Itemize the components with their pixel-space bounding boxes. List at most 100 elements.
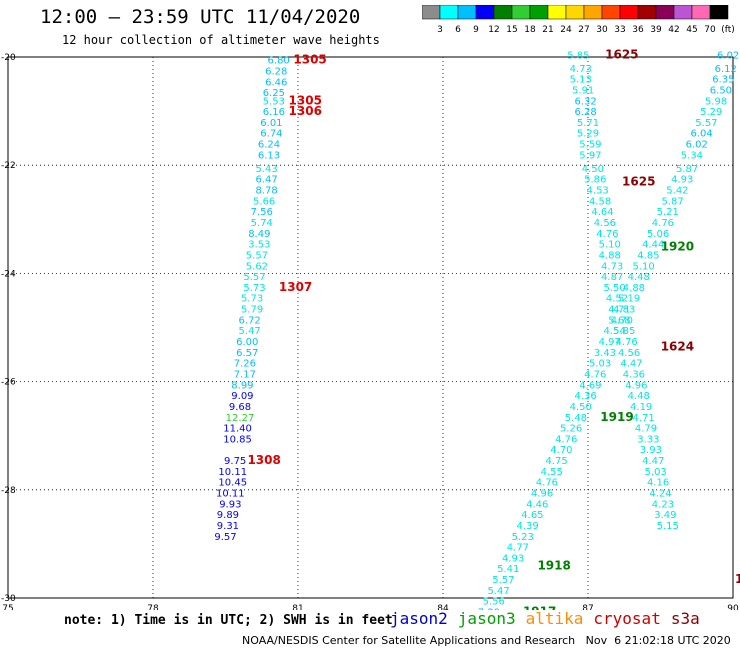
x-tick-label: 81 [292,604,303,610]
swh-value: 4.75 [545,456,567,467]
swh-value: 6.25 [263,88,285,99]
swh-value: 4.48 [628,391,650,402]
swh-value: 3.33 [637,434,659,445]
swh-value: 4.96 [531,489,553,500]
swh-value: 3.53 [248,240,270,251]
swh-value: 4.64 [591,207,613,218]
swh-value: 4.56 [594,218,616,229]
swh-colorbar: 3 6 9 12 15 18 21 24 27 30 33 36 39 42 45 70 (ft) [422,5,735,35]
swh-value: 4.53 [587,186,609,197]
swh-value: 4.76 [584,369,606,380]
swh-value: 5.10 [599,240,621,251]
swh-value: 5.66 [253,196,275,207]
swh-value: 5.91 [572,85,594,96]
swh-value: 5.47 [239,326,261,337]
colorbar-label: 30 [596,25,608,35]
colorbar-label: 18 [524,25,536,35]
swh-value: 5.57 [243,272,265,283]
swh-value: 10.11 [216,489,245,500]
swh-value: 4.65 [521,510,543,521]
swh-value: 5.26 [560,424,582,435]
y-tick-label: -24 [1,269,16,279]
legend-cryosat: cryosat [593,609,661,628]
swh-value: 4.76 [596,229,618,240]
chart-title: 12:00 — 23:59 UTC 11/04/2020 [40,6,361,28]
x-tick-label: 78 [147,604,159,610]
colorbar-label: 36 [632,25,644,35]
pass-time-label: 1919 [600,410,633,424]
swh-value: 5.41 [497,564,519,575]
swh-value: 6.46 [265,77,287,88]
colorbar-label: 27 [578,25,589,35]
swh-value: 4.47 [620,359,642,370]
pass-time-label: 162 [735,572,740,586]
swh-value: 5.48 [565,413,587,424]
swh-value: 10.11 [218,467,247,478]
swh-value: 9.75 [224,456,246,467]
pass-time-label: 1305 [289,93,322,107]
swh-value: 5.62 [246,261,268,272]
swh-value: 4.55 [541,467,563,478]
chart-subtitle: 12 hour collection of altimeter wave hei… [62,33,380,47]
swh-value: 9.68 [229,402,251,413]
swh-value: 4.88 [623,283,645,294]
swh-value: 4.93 [671,175,693,186]
swh-value: 5.43 [255,164,277,175]
swh-value: 4.76 [616,337,638,348]
swh-value: 4.87 [601,272,623,283]
swh-value: 5.29 [700,107,722,118]
swh-value: 4.39 [516,521,538,532]
plot-frame [7,56,734,599]
swh-value: 5.03 [645,467,667,478]
swh-value: 4.36 [623,369,645,380]
swh-value: 4.48 [628,272,650,283]
swh-value: 4.19 [630,402,652,413]
swh-value: 5.71 [577,118,599,129]
swh-value: 6.28 [574,107,596,118]
pass-time-label: 1624 [661,339,694,353]
swh-value: 7.17 [234,369,256,380]
swh-value: 4.77 [507,543,529,554]
colorbar-label: 3 [437,25,443,35]
x-tick-label: 84 [437,604,449,610]
swh-value: 5.87 [661,196,683,207]
footer-note: note: 1) Time is in UTC; 2) SWH is in fe… [64,613,393,628]
swh-value: 10.85 [223,434,252,445]
swh-value: 4.83 [613,305,635,316]
swh-value: 5.06 [647,229,669,240]
swh-value: 6.12 [715,64,737,75]
swh-value: 4.58 [589,196,611,207]
swh-value: 5.86 [584,175,606,186]
swh-value: 9.31 [217,521,239,532]
swh-value: 4.71 [608,305,630,316]
swh-value: 4.44 [642,240,664,251]
swh-value: 5.19 [618,294,640,305]
x-tick-label: 87 [582,604,593,610]
colorbar-label: 24 [560,25,572,35]
swh-value: 6.50 [710,85,732,96]
swh-value: 5.97 [579,150,601,161]
colorbar-label: 70 [704,25,716,35]
swh-value: 6.24 [258,140,280,151]
pass-time-label: 1306 [289,104,322,118]
swh-value: 4.70 [550,445,572,456]
swh-value: 5.50 [603,283,625,294]
swh-value: 6.01 [260,118,282,129]
colorbar-label: 33 [614,25,625,35]
swh-value: 5.85 [613,326,635,337]
swh-value: 4.76 [536,478,558,489]
y-tick-label: -20 [1,53,16,63]
swh-value: 6.32 [574,96,596,107]
swh-value: 4.73 [570,64,592,75]
legend-altika: altika [525,609,584,628]
swh-value: 4.69 [579,380,601,391]
swh-value: 4.50 [582,164,604,175]
swh-value: 5.13 [570,75,592,86]
swh-value: 4.97 [599,337,621,348]
colorbar-label: 6 [455,25,461,35]
pass-time-label: 1625 [622,174,655,188]
pass-time-label: 1917 [523,605,556,610]
pass-time-label: 1308 [247,453,280,467]
colorbar-label: 42 [668,25,679,35]
swh-value: 3.49 [654,510,676,521]
